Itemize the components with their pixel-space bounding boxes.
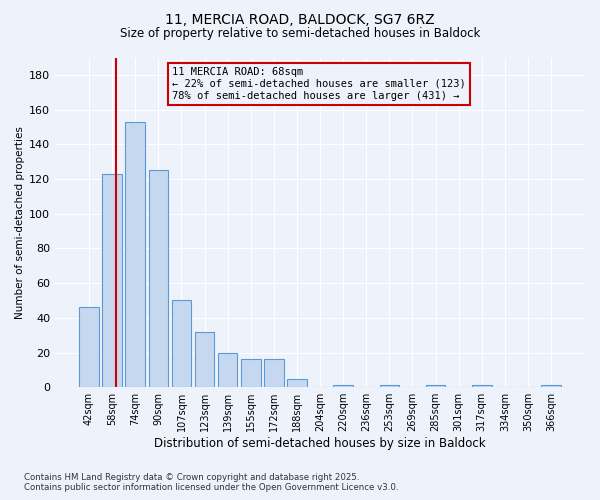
Bar [79,308,99,387]
Bar [264,360,284,387]
Bar [195,332,214,387]
Text: Contains HM Land Registry data © Crown copyright and database right 2025.
Contai: Contains HM Land Registry data © Crown c… [24,473,398,492]
Bar [541,386,561,387]
Bar [334,386,353,387]
Bar [149,170,168,387]
Bar [472,386,491,387]
Bar [287,378,307,387]
Bar [218,352,238,387]
Bar [103,174,122,387]
Bar [172,300,191,387]
Bar [426,386,445,387]
Text: Size of property relative to semi-detached houses in Baldock: Size of property relative to semi-detach… [120,28,480,40]
Bar [380,386,399,387]
Y-axis label: Number of semi-detached properties: Number of semi-detached properties [15,126,25,319]
Bar [241,360,260,387]
X-axis label: Distribution of semi-detached houses by size in Baldock: Distribution of semi-detached houses by … [154,437,486,450]
Text: 11 MERCIA ROAD: 68sqm
← 22% of semi-detached houses are smaller (123)
78% of sem: 11 MERCIA ROAD: 68sqm ← 22% of semi-deta… [172,68,466,100]
Text: 11, MERCIA ROAD, BALDOCK, SG7 6RZ: 11, MERCIA ROAD, BALDOCK, SG7 6RZ [165,12,435,26]
Bar [125,122,145,387]
